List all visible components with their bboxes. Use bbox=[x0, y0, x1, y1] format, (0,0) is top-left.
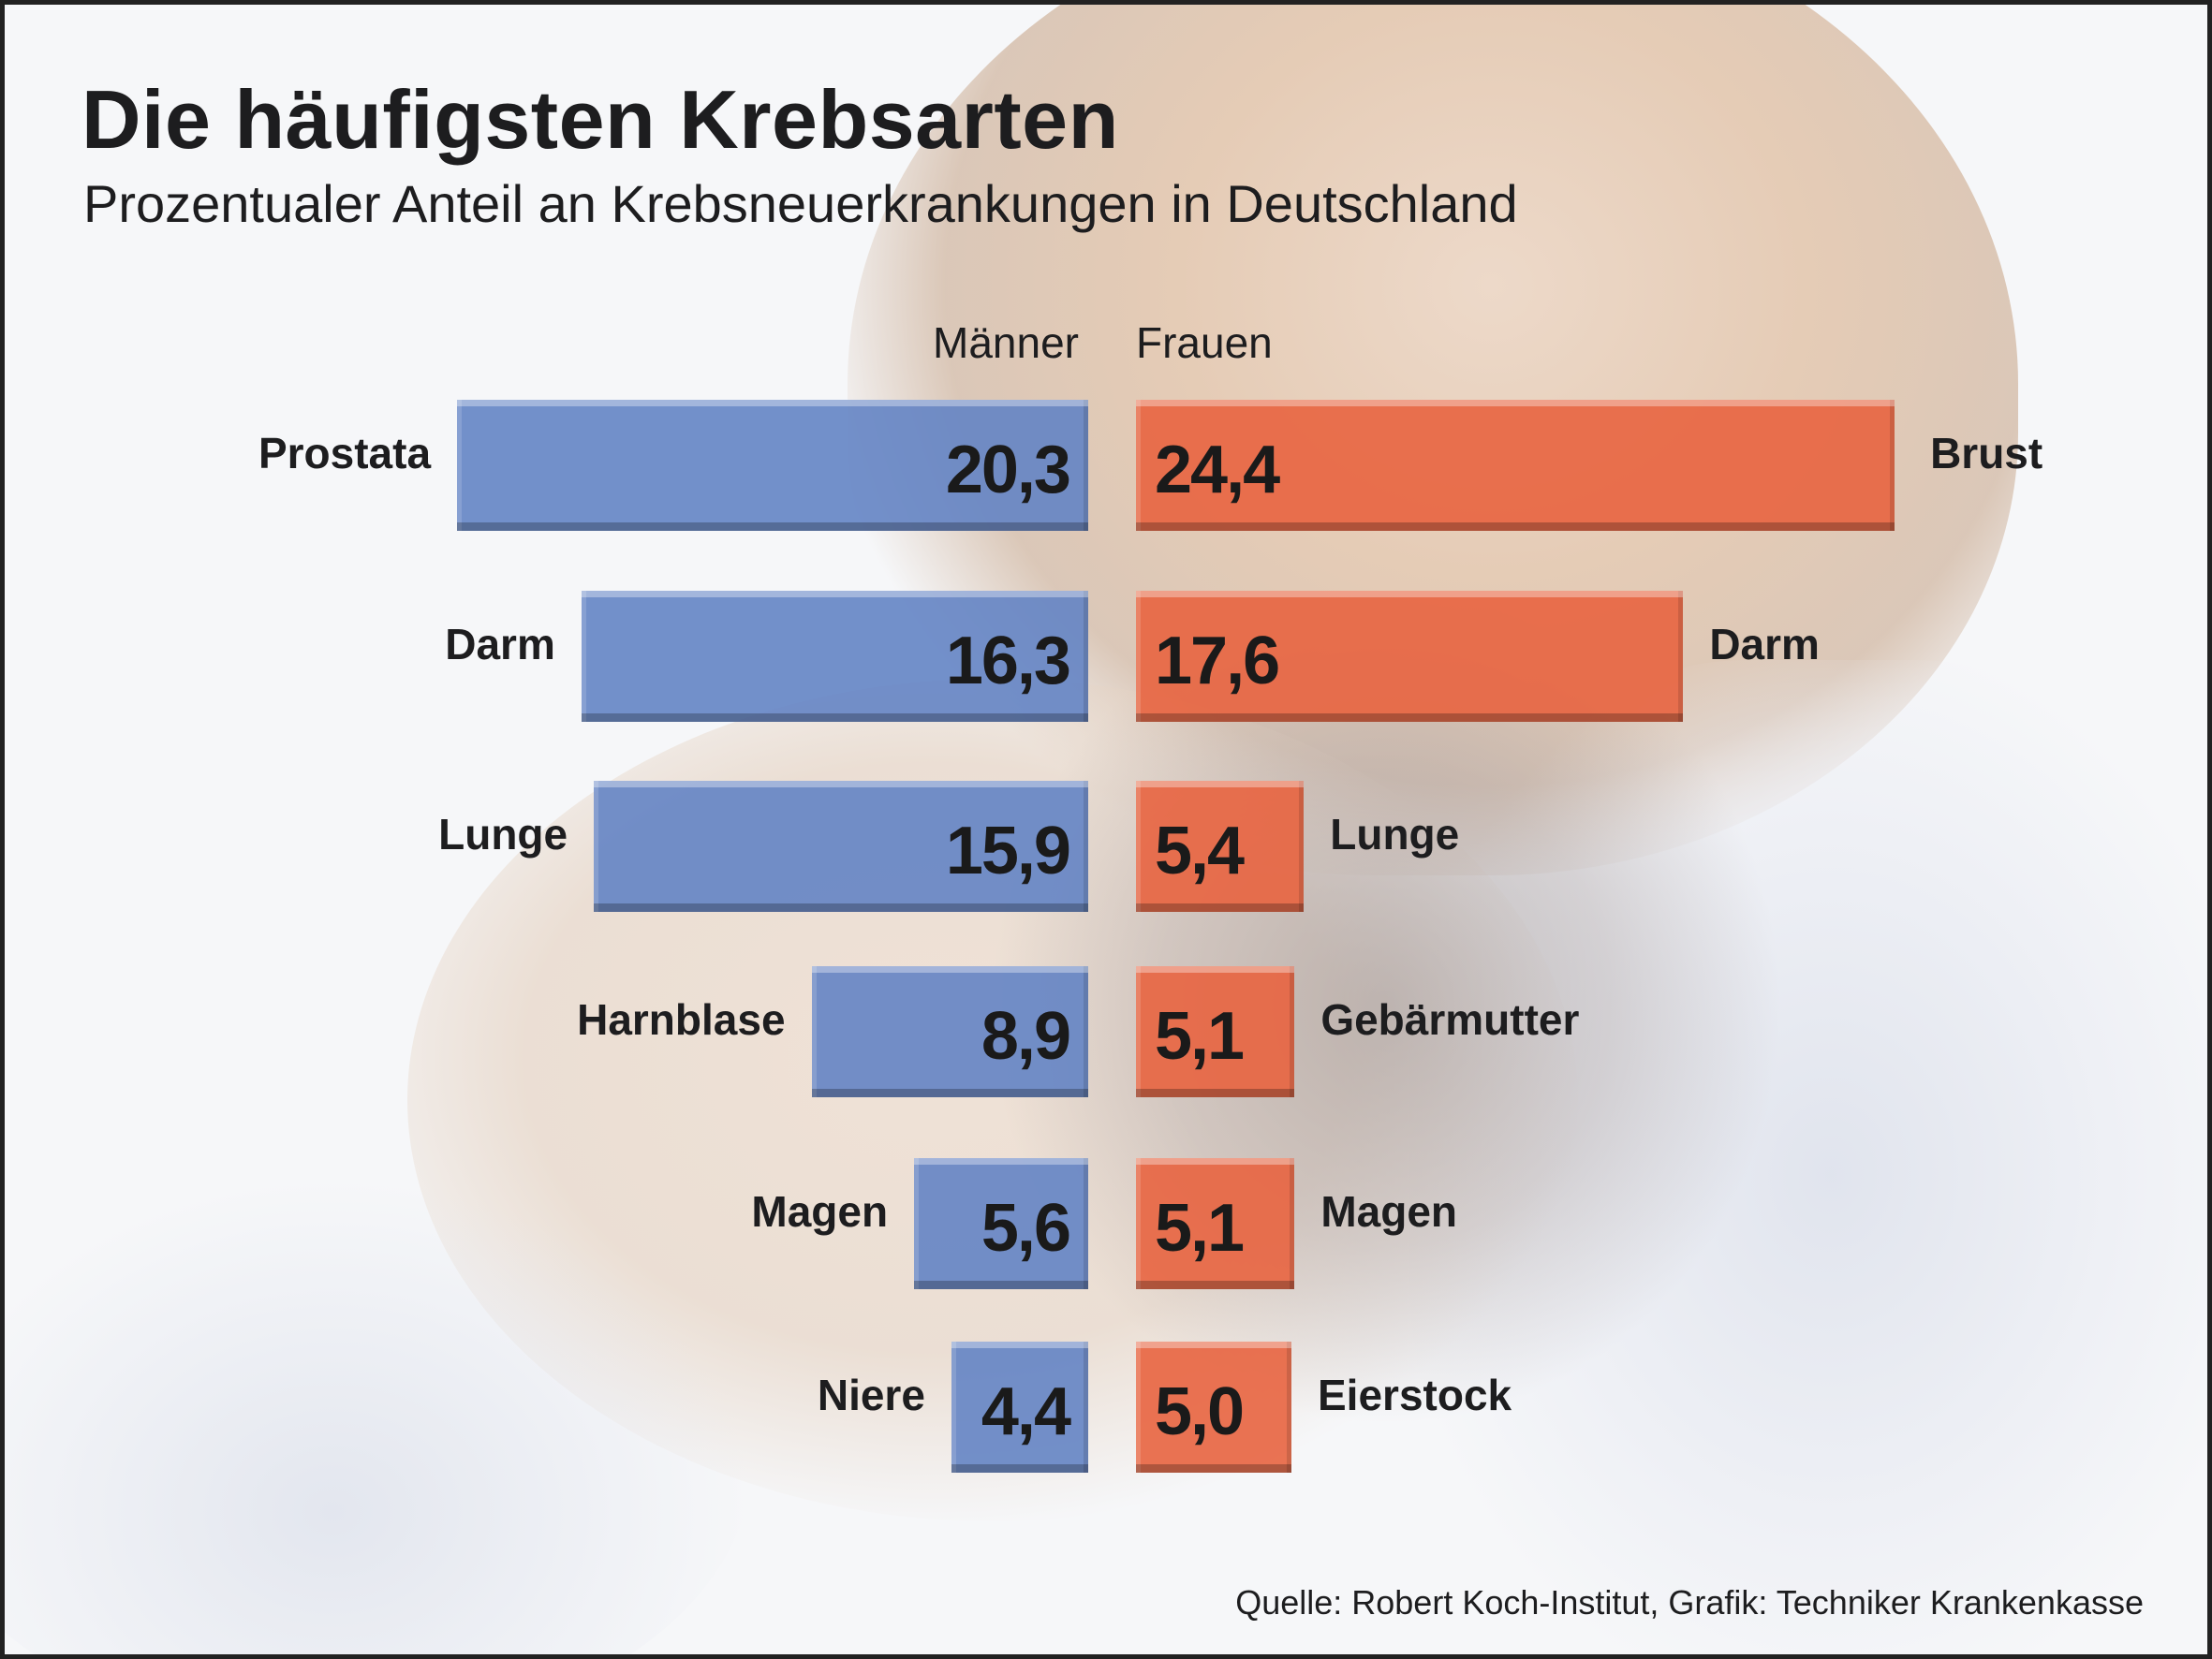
bar-men-prostata: 20,3 bbox=[457, 400, 1088, 531]
data-label: 5,1 bbox=[1155, 999, 1245, 1074]
data-label: 17,6 bbox=[1155, 624, 1280, 698]
bar-men-harnblase: 8,9 bbox=[811, 966, 1088, 1097]
data-label: 5,1 bbox=[1155, 1191, 1245, 1266]
data-label: 5,6 bbox=[981, 1191, 1071, 1266]
series-header-women: Frauen bbox=[1136, 318, 1273, 367]
category-label-women: Eierstock bbox=[1318, 1371, 1512, 1419]
bar-men-darm: 16,3 bbox=[581, 591, 1088, 722]
category-label-men: Magen bbox=[751, 1187, 889, 1236]
bar-men-lunge: 15,9 bbox=[594, 781, 1088, 912]
category-label-women: Darm bbox=[1709, 620, 1820, 668]
data-label: 5,4 bbox=[1155, 814, 1245, 888]
data-label: 15,9 bbox=[945, 814, 1071, 888]
chart-title: Die häufigsten Krebsarten bbox=[81, 73, 1119, 166]
source-credit: Quelle: Robert Koch-Institut, Grafik: Te… bbox=[1235, 1583, 2144, 1622]
bar-women-brust: 24,4 bbox=[1136, 400, 1895, 531]
bar-women-eierstock: 5,0 bbox=[1136, 1342, 1291, 1473]
bar-men-magen: 5,6 bbox=[914, 1158, 1088, 1289]
data-label: 24,4 bbox=[1155, 433, 1280, 507]
category-label-men: Niere bbox=[817, 1371, 925, 1419]
bar-women-gebärmutter: 5,1 bbox=[1136, 966, 1295, 1097]
category-label-men: Prostata bbox=[258, 429, 432, 477]
category-label-men: Harnblase bbox=[577, 995, 786, 1044]
butterfly-bar-chart: 20,3 Prostata 16,3 Darm 15,9 Lunge 8,9 Harnblas… bbox=[5, 5, 2207, 1654]
data-label: 16,3 bbox=[945, 624, 1071, 698]
bar-women-lunge: 5,4 bbox=[1136, 781, 1305, 912]
series-header-men: Männer bbox=[933, 318, 1079, 367]
chart-subtitle: Prozentualer Anteil an Krebsneuerkrankun… bbox=[83, 174, 1518, 233]
bar-women-magen: 5,1 bbox=[1136, 1158, 1295, 1289]
category-label-women: Brust bbox=[1930, 429, 2043, 477]
category-label-women: Gebärmutter bbox=[1320, 995, 1580, 1044]
data-label: 20,3 bbox=[945, 433, 1071, 507]
bar-men-niere: 4,4 bbox=[951, 1342, 1088, 1473]
category-label-women: Lunge bbox=[1330, 810, 1460, 859]
category-label-women: Magen bbox=[1320, 1187, 1457, 1236]
data-label: 5,0 bbox=[1155, 1374, 1245, 1449]
category-label-men: Lunge bbox=[438, 810, 568, 859]
category-label-men: Darm bbox=[445, 620, 555, 668]
data-label: 4,4 bbox=[981, 1374, 1071, 1449]
data-label: 8,9 bbox=[981, 999, 1071, 1074]
bar-women-darm: 17,6 bbox=[1136, 591, 1684, 722]
